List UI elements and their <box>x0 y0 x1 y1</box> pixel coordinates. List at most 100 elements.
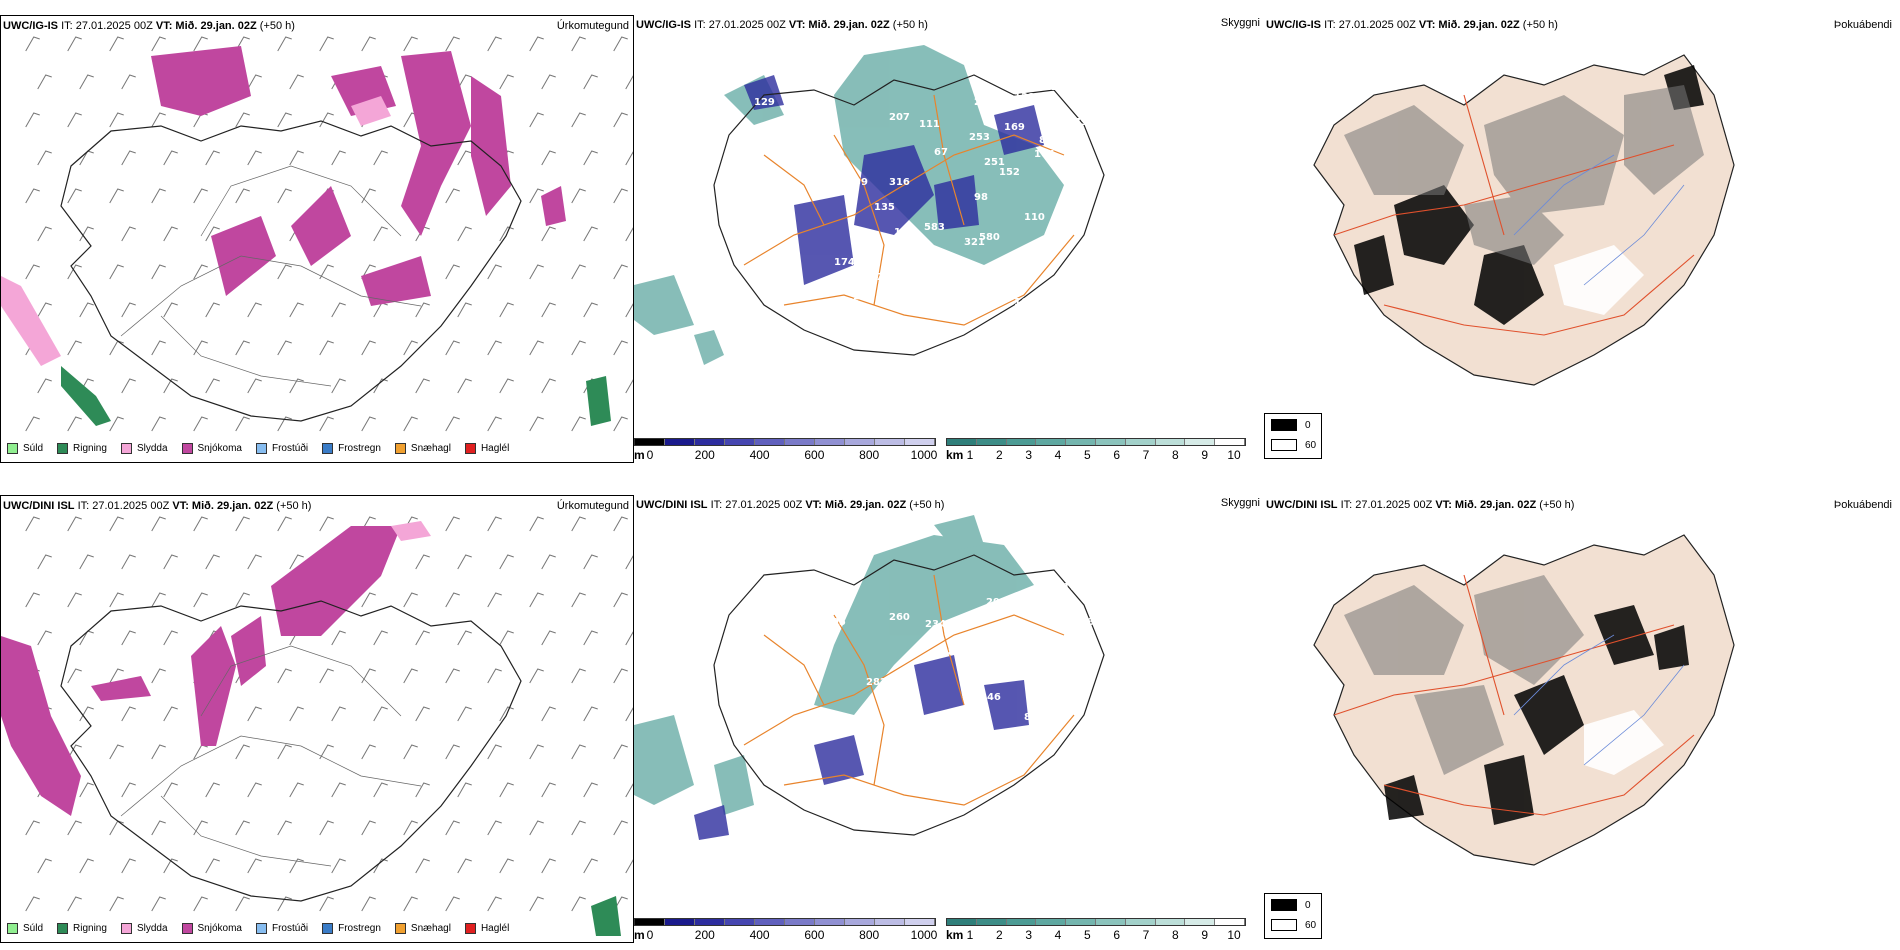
visibility-value-label: 138 <box>1014 92 1035 103</box>
legend-item: Snjókoma <box>181 443 242 454</box>
colorbar-tick: 400 <box>749 448 770 462</box>
visibility-value-label: 89 <box>1024 712 1038 723</box>
wind-barb <box>289 706 304 722</box>
wind-barb <box>121 150 136 166</box>
colorbar-unit: km <box>946 448 964 462</box>
wind-barb <box>625 227 633 242</box>
legend-label: Frostúði <box>271 923 309 934</box>
visibility-value-label: 321 <box>964 237 985 248</box>
visibility-value-label: 129 <box>754 97 775 108</box>
visibility-value-label: 39 <box>854 177 868 188</box>
legend-item: Súld <box>7 923 43 934</box>
colorbar-tick: 200 <box>694 928 715 942</box>
wind-barb <box>67 416 82 432</box>
wind-barb <box>277 340 292 356</box>
wind-barb <box>67 820 82 836</box>
wind-barb <box>487 668 502 684</box>
colorbar-tick: 2 <box>995 448 1003 462</box>
wind-barb <box>487 36 502 52</box>
visibility-value-label: 110 <box>1024 212 1045 223</box>
colorbar-tick: 8 <box>1171 448 1179 462</box>
colorbar-cell <box>1066 919 1096 925</box>
rivers <box>1513 154 1685 286</box>
wind-barb <box>25 36 40 52</box>
wind-barbs <box>25 516 633 912</box>
wind-barb <box>109 744 124 760</box>
legend-swatch <box>181 443 193 454</box>
wind-barb <box>25 416 40 432</box>
fog-key: 0 60 <box>1264 893 1322 939</box>
wind-barb <box>163 302 178 318</box>
colorbar-unit: km <box>946 928 964 942</box>
colorbar-tick: 5 <box>1083 448 1091 462</box>
wind-barb <box>67 36 82 52</box>
legend-swatch <box>181 923 193 934</box>
visibility-value-label: 364 <box>1004 622 1025 633</box>
colorbar-tick: 600 <box>804 448 825 462</box>
wind-barb <box>121 554 136 570</box>
wind-barb <box>235 820 250 836</box>
legend-label: Rigning <box>73 443 107 454</box>
wind-barb <box>25 516 40 532</box>
visibility-value-label: 165 <box>839 297 860 308</box>
wind-barb <box>193 516 208 532</box>
wind-barb <box>457 858 472 874</box>
visibility-value-label: 90 <box>1039 105 1053 116</box>
colorbar-cell <box>1125 439 1156 445</box>
wind-barb <box>373 630 388 646</box>
visibility-value-label: 122 <box>724 347 745 358</box>
wind-barb <box>109 36 124 52</box>
fog-key-high-label: 0 <box>1305 899 1311 911</box>
wind-barb <box>361 340 376 356</box>
wind-barb <box>373 226 388 242</box>
wind-barb <box>361 416 376 432</box>
visibility-map-bottom: 285 395 706 260 234 291 380 778 717 364 281 315 508 3… <box>634 515 1105 840</box>
wind-barb <box>67 668 82 684</box>
wind-barb <box>487 896 502 912</box>
visibility-value-label: 562 <box>924 262 945 273</box>
colorbar-cell <box>1155 919 1186 925</box>
wind-barb <box>151 668 166 684</box>
wind-barb <box>457 630 472 646</box>
wind-barb <box>37 378 52 394</box>
wind-barb <box>373 782 388 798</box>
panel-title: Skyggni <box>1220 17 1260 29</box>
visibility-value-label: 251 <box>984 157 1005 168</box>
wind-barb <box>445 820 460 836</box>
wind-barb <box>331 302 346 318</box>
wind-barb <box>571 516 586 532</box>
wind-barb <box>205 378 220 394</box>
wind-barb <box>541 782 556 798</box>
wind-barb <box>625 859 633 874</box>
wind-barb <box>529 36 544 52</box>
wind-barb <box>415 858 430 874</box>
wind-barb <box>583 858 598 874</box>
colorbar-cell <box>1095 919 1126 925</box>
legend-label: Haglél <box>480 443 510 454</box>
visibility-value-label: 88 <box>1039 135 1053 146</box>
colorbar-cell <box>725 919 755 925</box>
wind-barb <box>25 188 40 204</box>
legend-swatch <box>57 443 69 454</box>
cloudbase-colorbar-strip <box>634 918 936 926</box>
panel-title: Skyggni <box>1220 497 1260 509</box>
wind-barb <box>79 630 94 646</box>
visibility-value-label: 104 <box>1034 149 1055 160</box>
wind-barb <box>247 302 262 318</box>
wind-barb <box>445 592 460 608</box>
legend-swatch <box>322 443 334 454</box>
wind-barb <box>193 264 208 280</box>
colorbar-cell <box>1095 439 1126 445</box>
wind-barb <box>499 706 514 722</box>
legend-item: Frostregn <box>322 443 381 454</box>
visibility-value-label: 380 <box>1014 592 1035 603</box>
visibility-value-label: 316 <box>889 177 910 188</box>
colorbar-tick: 8 <box>1171 928 1179 942</box>
wind-barb <box>613 416 628 432</box>
wind-barb <box>331 858 346 874</box>
precip-type-panel-bottom: UWC/DINI ISL IT: 27.01.2025 00Z VT: Mið.… <box>0 495 634 943</box>
wind-barb <box>163 554 178 570</box>
wind-barb <box>445 516 460 532</box>
legend-item: Snæhagl <box>394 443 451 454</box>
wind-barb <box>37 150 52 166</box>
